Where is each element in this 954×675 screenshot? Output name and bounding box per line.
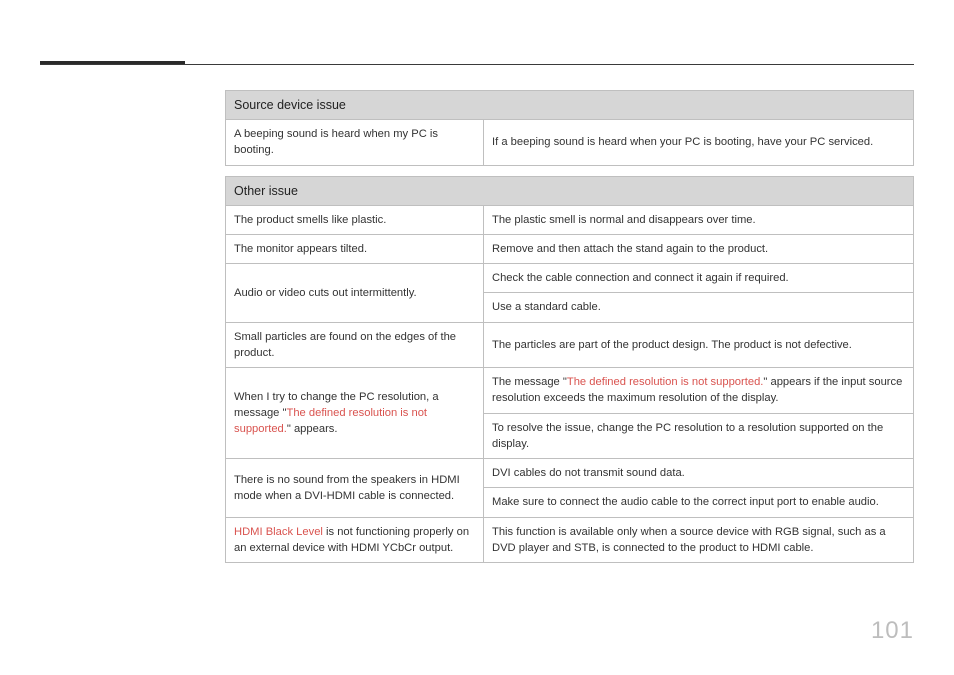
troubleshoot-table: Other issueThe product smells like plast…: [225, 176, 914, 563]
table-row: There is no sound from the speakers in H…: [226, 459, 914, 488]
solution-cell: If a beeping sound is heard when your PC…: [484, 120, 914, 165]
solution-cell: Use a standard cable.: [484, 293, 914, 322]
solution-cell: Make sure to connect the audio cable to …: [484, 488, 914, 517]
solution-cell: Check the cable connection and connect i…: [484, 264, 914, 293]
table-row: Audio or video cuts out intermittently.C…: [226, 264, 914, 293]
issue-cell: Small particles are found on the edges o…: [226, 322, 484, 367]
tables-container: Source device issueA beeping sound is he…: [225, 90, 914, 573]
solution-cell: The particles are part of the product de…: [484, 322, 914, 367]
table-row: A beeping sound is heard when my PC is b…: [226, 120, 914, 165]
page-number: 101: [871, 617, 914, 645]
solution-cell: To resolve the issue, change the PC reso…: [484, 413, 914, 458]
table-header: Source device issue: [226, 91, 914, 120]
solution-cell: The message "The defined resolution is n…: [484, 368, 914, 413]
solution-cell: This function is available only when a s…: [484, 517, 914, 562]
issue-cell: The monitor appears tilted.: [226, 234, 484, 263]
table-row: HDMI Black Level is not functioning prop…: [226, 517, 914, 562]
table-row: When I try to change the PC resolution, …: [226, 368, 914, 413]
solution-cell: DVI cables do not transmit sound data.: [484, 459, 914, 488]
top-rule: [40, 64, 914, 65]
page: Source device issueA beeping sound is he…: [0, 0, 954, 675]
issue-cell: When I try to change the PC resolution, …: [226, 368, 484, 459]
table-row: The product smells like plastic.The plas…: [226, 205, 914, 234]
accent-bar: [40, 61, 185, 64]
table-row: Small particles are found on the edges o…: [226, 322, 914, 367]
issue-cell: Audio or video cuts out intermittently.: [226, 264, 484, 322]
table-row: The monitor appears tilted.Remove and th…: [226, 234, 914, 263]
troubleshoot-table: Source device issueA beeping sound is he…: [225, 90, 914, 166]
solution-cell: The plastic smell is normal and disappea…: [484, 205, 914, 234]
table-header: Other issue: [226, 176, 914, 205]
solution-cell: Remove and then attach the stand again t…: [484, 234, 914, 263]
issue-cell: The product smells like plastic.: [226, 205, 484, 234]
issue-cell: HDMI Black Level is not functioning prop…: [226, 517, 484, 562]
issue-cell: There is no sound from the speakers in H…: [226, 459, 484, 517]
issue-cell: A beeping sound is heard when my PC is b…: [226, 120, 484, 165]
